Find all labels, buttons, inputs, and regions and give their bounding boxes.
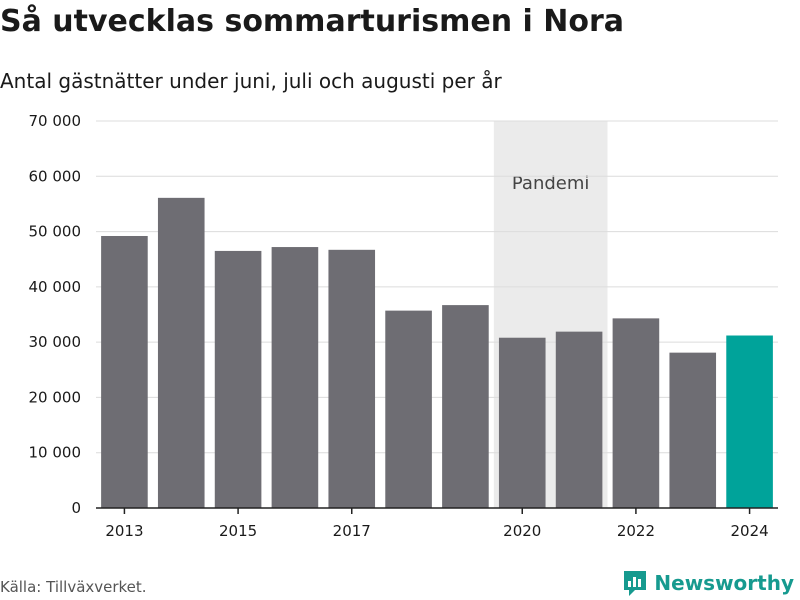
brand-logo: Newsworthy — [622, 569, 794, 597]
y-tick-label: 20 000 — [29, 388, 82, 406]
x-tick-label: 2020 — [503, 522, 541, 540]
y-tick-label: 0 — [71, 499, 81, 517]
pandemic-band-label: Pandemi — [512, 173, 590, 194]
bar-2024 — [726, 335, 773, 508]
x-tick-label: 2022 — [617, 522, 655, 540]
y-tick-label: 70 000 — [29, 112, 82, 130]
bar-2015 — [214, 250, 262, 508]
y-tick-label: 10 000 — [29, 444, 82, 462]
y-tick-label: 60 000 — [29, 167, 82, 185]
bar-2019 — [442, 305, 489, 508]
y-tick-label: 30 000 — [29, 333, 82, 351]
bar-2021 — [555, 331, 603, 508]
brand-name: Newsworthy — [654, 571, 794, 595]
bar-2022 — [612, 318, 660, 508]
bar-2020 — [498, 337, 546, 508]
chart-title: Så utvecklas sommarturismen i Nora — [0, 4, 625, 39]
bar-2018 — [385, 310, 432, 508]
bar-2016 — [271, 247, 319, 508]
bar-2023 — [669, 352, 717, 508]
y-tick-label: 40 000 — [29, 278, 82, 296]
source-note: Källa: Tillväxverket. — [0, 578, 147, 596]
bar-2017 — [328, 249, 376, 508]
chart-subtitle: Antal gästnätter under juni, juli och au… — [0, 69, 502, 93]
x-tick-label: 2017 — [333, 522, 371, 540]
newsworthy-logo-icon — [624, 571, 647, 596]
x-tick-label: 2013 — [105, 522, 143, 540]
bar-chart: Pandemi 0 10 000 20 000 30 000 40 000 50 000 60… — [29, 112, 778, 540]
x-tick-label: 2024 — [730, 522, 768, 540]
bar-2013 — [101, 235, 148, 508]
x-tick-label: 2015 — [219, 522, 257, 540]
bar-2014 — [157, 197, 205, 508]
y-tick-label: 50 000 — [29, 223, 82, 241]
